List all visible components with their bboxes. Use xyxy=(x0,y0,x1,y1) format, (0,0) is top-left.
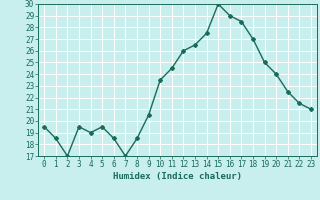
X-axis label: Humidex (Indice chaleur): Humidex (Indice chaleur) xyxy=(113,172,242,181)
